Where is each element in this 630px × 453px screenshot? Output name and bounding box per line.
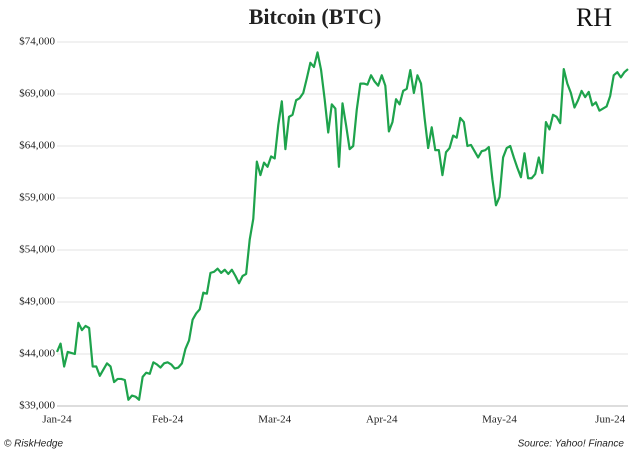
x-tick-label: Feb-24: [152, 414, 184, 426]
y-tick-label: $59,000: [19, 192, 55, 204]
chart-title: Bitcoin (BTC): [249, 4, 382, 29]
x-tick-label: Mar-24: [258, 414, 291, 426]
x-tick-label: Jan-24: [42, 414, 72, 426]
y-tick-label: $69,000: [19, 88, 55, 100]
y-tick-label: $49,000: [19, 296, 55, 308]
y-tick-label: $54,000: [19, 244, 55, 256]
y-tick-label: $64,000: [19, 140, 55, 152]
y-tick-label: $74,000: [19, 36, 55, 48]
source: Source: Yahoo! Finance: [518, 439, 625, 450]
credit: © RiskHedge: [4, 439, 63, 450]
logo: RH: [576, 3, 612, 32]
y-tick-label: $44,000: [19, 348, 55, 360]
y-tick-label: $39,000: [19, 400, 55, 412]
x-tick-label: Jun-24: [595, 414, 625, 426]
x-tick-label: May-24: [482, 414, 517, 426]
price-line: [55, 51, 629, 401]
x-tick-label: Apr-24: [366, 414, 398, 426]
